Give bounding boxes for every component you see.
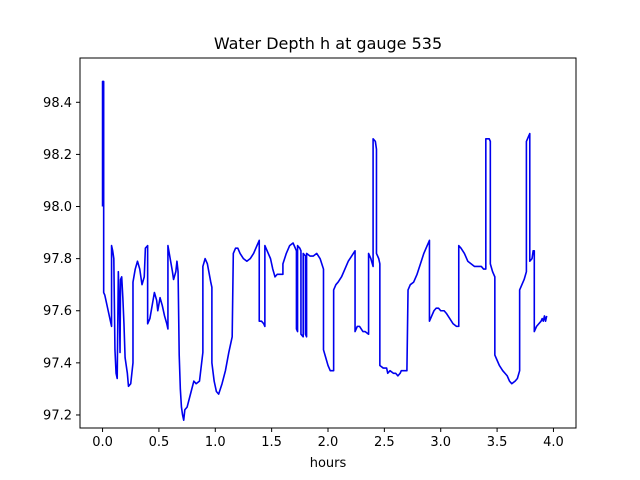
y-tick-label: 98.4 [43,96,72,111]
y-tick-label: 98.0 [43,200,72,215]
x-tick-label: 0.0 [92,435,113,450]
x-axis: 0.0 0.5 1.0 1.5 2.0 2.5 3.0 3.5 4.0 [92,428,564,450]
x-tick-label: 1.5 [261,435,282,450]
x-tick-label: 2.5 [374,435,395,450]
series-layer [101,80,548,421]
chart-title: Water Depth h at gauge 535 [214,34,442,53]
y-axis: 97.2 97.4 97.6 97.8 98.0 98.2 98.4 [43,96,80,423]
series-line [101,80,548,421]
x-tick-label: 3.5 [487,435,508,450]
x-axis-label: hours [310,456,347,471]
y-tick-label: 97.6 [43,304,72,319]
y-tick-label: 97.2 [43,408,72,423]
x-tick-label: 1.0 [205,435,226,450]
x-tick-label: 0.5 [149,435,170,450]
y-tick-label: 97.8 [43,252,72,267]
x-tick-label: 2.0 [318,435,339,450]
y-tick-label: 97.4 [43,356,72,371]
x-tick-label: 3.0 [430,435,451,450]
y-tick-label: 98.2 [43,148,72,163]
x-tick-label: 4.0 [543,435,564,450]
